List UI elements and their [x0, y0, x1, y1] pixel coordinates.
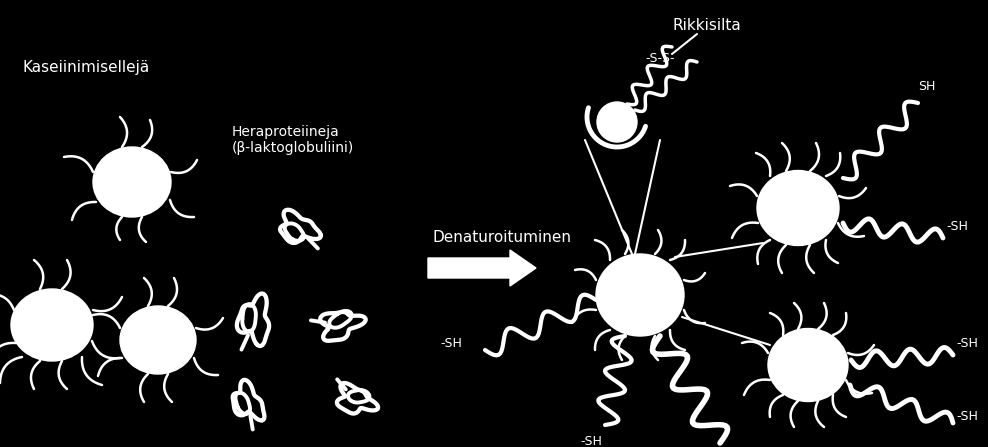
Ellipse shape: [596, 254, 684, 336]
Text: -SH: -SH: [956, 410, 978, 423]
Text: -SH: -SH: [580, 435, 602, 447]
Text: -SH: -SH: [440, 337, 461, 350]
Ellipse shape: [757, 170, 839, 245]
Ellipse shape: [768, 329, 848, 401]
Ellipse shape: [93, 147, 171, 217]
Ellipse shape: [120, 306, 196, 374]
Text: -SH: -SH: [956, 337, 978, 350]
Circle shape: [597, 102, 637, 142]
Text: Heraproteiineja
(β-laktoglobuliini): Heraproteiineja (β-laktoglobuliini): [232, 125, 355, 155]
Text: -SH: -SH: [946, 220, 968, 233]
Text: Rikkisilta: Rikkisilta: [672, 18, 741, 33]
Text: SH: SH: [918, 80, 936, 93]
Text: Kaseiinimisellejä: Kaseiinimisellejä: [22, 60, 149, 75]
FancyArrow shape: [428, 250, 536, 286]
Text: Denaturoituminen: Denaturoituminen: [432, 230, 571, 245]
Text: -S-S-: -S-S-: [645, 52, 675, 65]
Ellipse shape: [11, 289, 93, 361]
